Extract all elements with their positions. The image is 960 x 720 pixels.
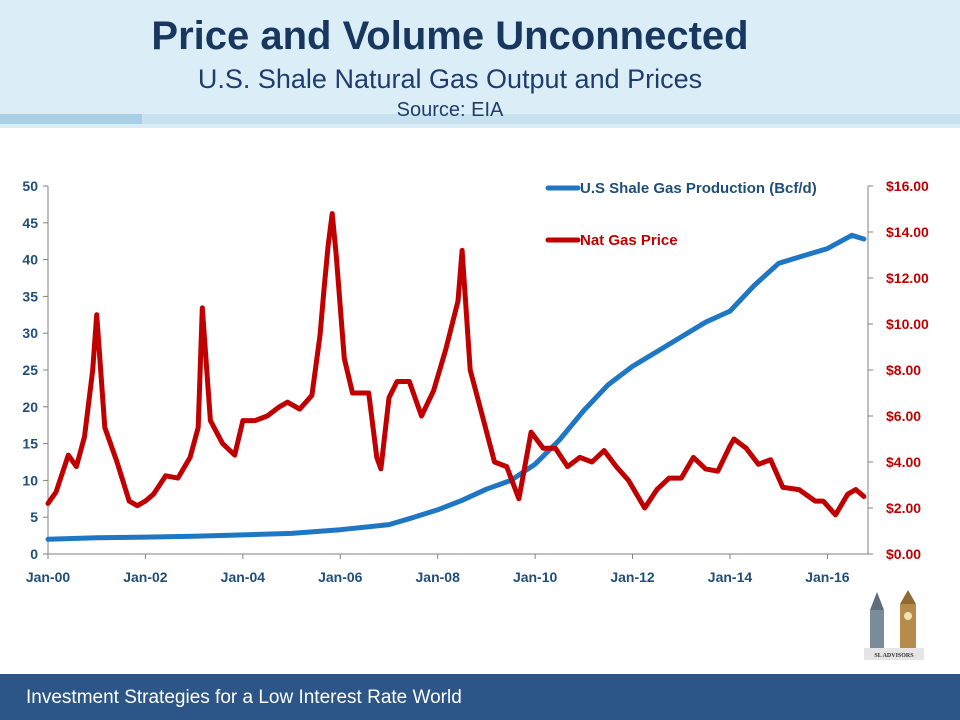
left-tick-label: 15: [22, 436, 38, 452]
left-tick-label: 25: [22, 362, 38, 378]
legend-price-label: Nat Gas Price: [580, 232, 678, 249]
header-divider: [0, 114, 960, 124]
x-tick-label: Jan-00: [26, 569, 71, 585]
left-tick-label: 30: [22, 325, 38, 341]
right-tick-label: $2.00: [886, 500, 921, 516]
slide-subtitle: U.S. Shale Natural Gas Output and Prices: [197, 64, 703, 94]
sl-advisors-logo: SL ADVISORS: [864, 590, 924, 660]
right-tick-label: $4.00: [886, 454, 921, 470]
left-tick-label: 40: [22, 252, 38, 268]
x-tick-label: Jan-10: [513, 569, 558, 585]
price-line: [45, 211, 867, 518]
left-tick-label: 50: [22, 178, 38, 194]
right-tick-label: $10.00: [886, 316, 929, 332]
left-tick-label: 35: [22, 288, 38, 304]
left-tick-label: 20: [22, 399, 38, 415]
x-tick-label: Jan-12: [610, 569, 655, 585]
x-tick-label: Jan-16: [805, 569, 850, 585]
production-line: [45, 232, 867, 542]
right-tick-label: $6.00: [886, 408, 921, 424]
slide-title: Price and Volume Unconnected: [151, 14, 749, 58]
x-tick-label: Jan-14: [708, 569, 753, 585]
right-tick-label: $0.00: [886, 546, 921, 562]
svg-text:SL ADVISORS: SL ADVISORS: [874, 653, 914, 659]
header-accent-bar: [0, 114, 142, 124]
header-band: [0, 0, 960, 128]
right-tick-label: $8.00: [886, 362, 921, 378]
x-tick-label: Jan-02: [123, 569, 168, 585]
chart-lines: [45, 211, 867, 542]
chart: 0 5 10 15 20 25 30 35 40 45 50 $0.00 $2.00 $4.00 $6.00…: [22, 178, 929, 585]
left-tick-label: 10: [22, 472, 38, 488]
footer-tagline: Investment Strategies for a Low Interest…: [26, 687, 462, 708]
legend-production-label: U.S Shale Gas Production (Bcf/d): [580, 180, 817, 197]
left-tick-label: 45: [22, 215, 38, 231]
left-tick-label: 0: [30, 546, 38, 562]
x-tick-label: Jan-08: [416, 569, 461, 585]
right-tick-label: $16.00: [886, 178, 929, 194]
right-tick-label: $14.00: [886, 224, 929, 240]
chart-legend: U.S Shale Gas Production (Bcf/d) Nat Gas …: [545, 180, 817, 249]
x-tick-label: Jan-04: [221, 569, 266, 585]
footer-bar: Investment Strategies for a Low Interest…: [0, 674, 960, 720]
slide-source: Source: EIA: [396, 99, 504, 121]
left-tick-label: 5: [30, 509, 38, 525]
x-tick-label: Jan-06: [318, 569, 363, 585]
right-tick-label: $12.00: [886, 270, 929, 286]
chart-axes: 0 5 10 15 20 25 30 35 40 45 50 $0.00 $2.00 $4.00 $6.00…: [22, 178, 929, 585]
